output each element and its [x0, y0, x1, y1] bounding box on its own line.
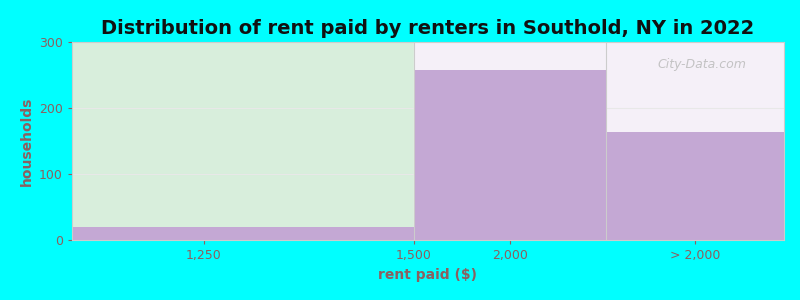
- X-axis label: rent paid ($): rent paid ($): [378, 268, 478, 282]
- Bar: [414, 70, 606, 240]
- Bar: [606, 132, 784, 240]
- Bar: [72, 42, 414, 240]
- Bar: [414, 42, 784, 240]
- Text: City-Data.com: City-Data.com: [658, 58, 746, 71]
- Bar: [72, 227, 414, 240]
- Y-axis label: households: households: [19, 96, 34, 186]
- Title: Distribution of rent paid by renters in Southold, NY in 2022: Distribution of rent paid by renters in …: [102, 19, 754, 38]
